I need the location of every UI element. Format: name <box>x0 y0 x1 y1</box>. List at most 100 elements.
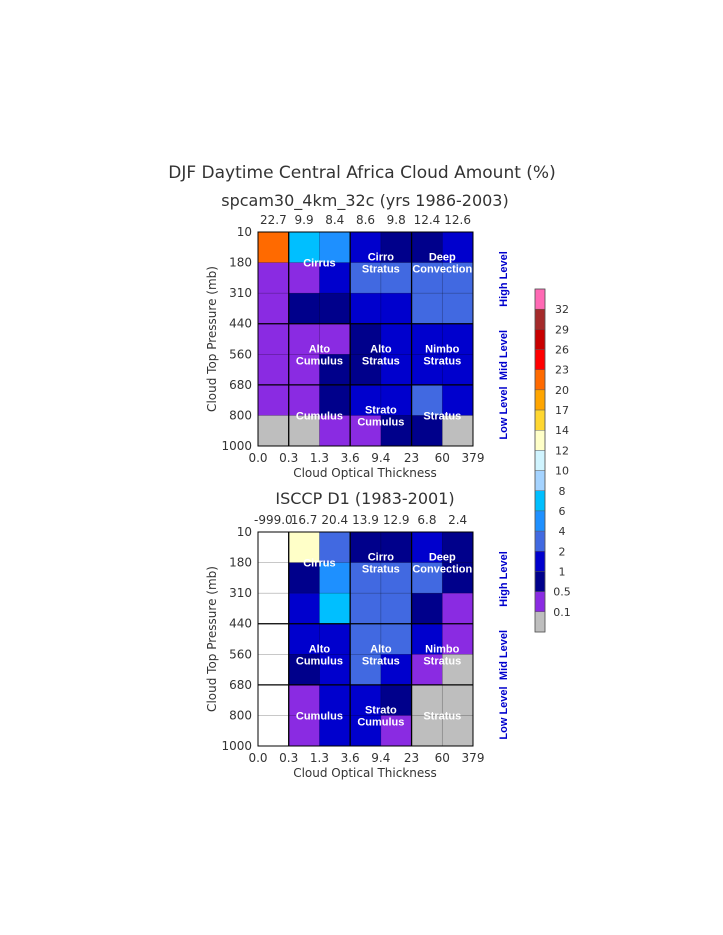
y-tick-label: 180 <box>229 256 252 270</box>
x-tick-label: 3.6 <box>341 751 360 765</box>
panel-title: spcam30_4km_32c (yrs 1986-2003) <box>221 191 508 211</box>
heatmap-cell <box>442 354 474 386</box>
colorbar-tick-label: 0.1 <box>553 606 571 619</box>
colorbar-swatch <box>534 591 546 613</box>
heatmap-cell <box>258 415 290 447</box>
cloud-type-label: Stratus <box>362 355 400 367</box>
x-axis-label: Cloud Optical Thickness <box>293 466 437 480</box>
heatmap-cell <box>350 562 382 594</box>
colorbar-tick-label: 29 <box>555 323 569 336</box>
plot-frame <box>257 531 474 747</box>
heatmap-cell <box>411 384 443 416</box>
panel-title: ISCCP D1 (1983-2001) <box>275 489 454 508</box>
heatmap-cell <box>442 562 474 594</box>
colorbar-tick-label: 4 <box>559 525 566 538</box>
heatmap-cell <box>258 323 290 355</box>
y-axis-label: Cloud Top Pressure (mb) <box>205 266 219 412</box>
heatmap-cell <box>258 654 290 686</box>
cloud-type-label: Cumulus <box>296 655 343 667</box>
heatmap-cell <box>442 293 474 325</box>
colorbar-swatch <box>534 430 546 451</box>
heatmap-cell <box>288 384 320 416</box>
colorbar-tick-label: 6 <box>559 505 566 518</box>
heatmap-cell <box>288 623 320 655</box>
cloud-type-label: Cirro <box>368 252 395 264</box>
heatmap-cell <box>350 415 382 447</box>
heatmap-cell <box>258 684 290 716</box>
heatmap-cell <box>350 384 382 416</box>
colorbar-swatch <box>534 389 546 411</box>
heatmap-cell <box>442 593 474 625</box>
heatmap-cell <box>380 562 412 594</box>
heatmap-cell <box>350 323 382 355</box>
colorbar-swatch <box>534 490 546 512</box>
cloud-type-label: Cumulus <box>296 410 343 422</box>
colorbar-swatch <box>534 551 546 572</box>
heatmap-cell <box>411 532 443 563</box>
y-tick-label: 680 <box>229 678 252 692</box>
column-total: 8.6 <box>356 213 375 227</box>
level-label: High Level <box>498 551 510 607</box>
heatmap-cell <box>288 293 320 325</box>
heatmap-cell <box>319 232 351 263</box>
x-tick-label: 0.0 <box>248 451 267 465</box>
heatmap-cell <box>442 384 474 416</box>
heatmap-cell <box>411 293 443 325</box>
heatmap-cell <box>411 684 443 716</box>
heatmap-cell <box>380 262 412 294</box>
x-tick-label: 60 <box>435 751 450 765</box>
heatmap-cell <box>350 654 382 686</box>
x-tick-label: 379 <box>462 751 485 765</box>
y-tick-label: 800 <box>229 708 252 722</box>
colorbar-tick-label: 26 <box>555 344 569 357</box>
cloud-type-label: Alto <box>370 643 392 655</box>
cloud-type-label: Cumulus <box>357 416 404 428</box>
y-tick-label: 180 <box>229 556 252 570</box>
cloud-type-label: Deep <box>429 252 456 264</box>
heatmap-cell <box>380 293 412 325</box>
colorbar-swatch <box>534 308 546 330</box>
heatmap-cell <box>288 593 320 625</box>
cloud-type-label: Cumulus <box>296 710 343 722</box>
heatmap-cell <box>319 354 351 386</box>
colorbar-frame <box>534 288 546 633</box>
heatmap-cell <box>319 262 351 294</box>
heatmap-cell <box>288 354 320 386</box>
heatmap-cell <box>288 323 320 355</box>
heatmap-cell <box>258 562 290 594</box>
colorbar-swatch <box>534 571 546 592</box>
heatmap-cell <box>288 684 320 716</box>
heatmap-cell <box>442 323 474 355</box>
x-tick-label: 0.3 <box>279 751 298 765</box>
heatmap-cell <box>319 684 351 716</box>
heatmap-cell <box>319 654 351 686</box>
cloud-type-label: Cirro <box>368 552 395 564</box>
heatmap-cell <box>319 562 351 594</box>
y-tick-label: 10 <box>237 225 252 239</box>
heatmap-cell <box>350 354 382 386</box>
heatmap-cell <box>319 715 351 747</box>
heatmap-cell <box>411 593 443 625</box>
heatmap-cell <box>319 532 351 563</box>
column-total: 22.7 <box>260 213 287 227</box>
cloud-type-label: Strato <box>365 704 397 716</box>
heatmap-cell <box>411 262 443 294</box>
colorbar-tick-label: 17 <box>555 404 569 417</box>
y-tick-label: 1000 <box>221 439 252 453</box>
heatmap-cell <box>380 593 412 625</box>
heatmap-cell <box>380 323 412 355</box>
colorbar-tick-label: 32 <box>555 303 569 316</box>
column-total: 16.7 <box>291 513 318 527</box>
figure-title: DJF Daytime Central Africa Cloud Amount … <box>168 163 555 183</box>
x-tick-label: 1.3 <box>310 751 329 765</box>
colorbar-tick-label: 0.5 <box>553 586 571 599</box>
cloud-type-label: Strato <box>365 404 397 416</box>
cloud-type-label: Alto <box>309 343 331 355</box>
x-tick-label: 0.0 <box>248 751 267 765</box>
heatmap-cell <box>258 354 290 386</box>
y-tick-label: 680 <box>229 378 252 392</box>
plot-frame <box>257 231 474 447</box>
heatmap-cell <box>288 654 320 686</box>
colorbar-swatch <box>534 288 546 310</box>
cloud-type-label: Nimbo <box>425 343 460 355</box>
